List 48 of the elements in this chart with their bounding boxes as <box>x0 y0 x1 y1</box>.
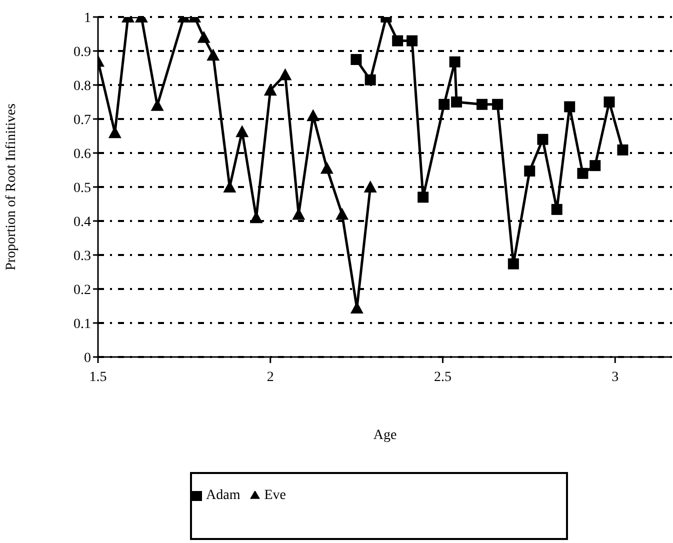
point <box>150 98 164 111</box>
y-tick-label: 0.8 <box>74 78 91 94</box>
point <box>617 144 628 156</box>
point <box>336 208 349 220</box>
point <box>476 98 488 110</box>
point <box>551 204 562 215</box>
point <box>364 74 376 86</box>
x-tick-label: 3 <box>612 370 619 385</box>
y-tick-label: 1 <box>84 10 91 26</box>
point <box>206 48 220 61</box>
point <box>197 30 210 43</box>
y-tick-label: 0.6 <box>74 146 91 162</box>
point <box>451 96 462 108</box>
y-tick-label: 0.7 <box>74 112 91 128</box>
point <box>492 98 504 110</box>
x-tick-label: 1.5 <box>89 370 107 385</box>
point <box>278 68 292 80</box>
x-tick-label: 2 <box>266 370 274 385</box>
y-tick-label: 0.9 <box>74 44 91 60</box>
y-tick-label: 0 <box>84 350 91 366</box>
point <box>350 54 362 65</box>
point <box>236 125 249 138</box>
point <box>306 109 320 122</box>
y-axis-title: Proportion of Root Infinitives <box>4 104 19 270</box>
point <box>264 84 277 96</box>
point <box>364 180 377 192</box>
point <box>564 101 576 112</box>
x-axis-title: Age <box>373 428 397 443</box>
point <box>524 166 536 177</box>
point <box>604 96 615 108</box>
point <box>406 35 418 46</box>
legend-label: Adam <box>206 488 240 503</box>
point <box>577 168 588 179</box>
point <box>537 134 548 145</box>
point <box>438 98 450 110</box>
y-tick-label: 0.1 <box>74 316 91 332</box>
point <box>449 56 460 68</box>
point <box>508 258 519 270</box>
legend-label: Eve <box>264 488 286 503</box>
y-tick-label: 0.3 <box>74 248 91 264</box>
x-tick-label: 2.5 <box>434 370 452 385</box>
y-tick-label: 0.2 <box>74 282 91 298</box>
point <box>320 162 334 174</box>
point <box>392 35 404 46</box>
point <box>590 160 601 172</box>
y-tick-label: 0.5 <box>74 180 91 196</box>
y-tick-label: 0.4 <box>74 214 91 230</box>
point <box>418 192 429 203</box>
